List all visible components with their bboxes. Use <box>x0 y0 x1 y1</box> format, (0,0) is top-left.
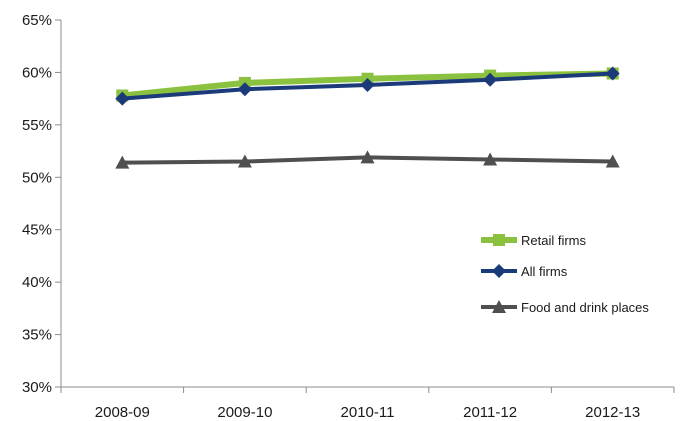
y-tick-label: 40% <box>22 274 52 291</box>
y-tick-label: 60% <box>22 64 52 81</box>
legend: Retail firms All firms Food and drink plac… <box>481 233 649 315</box>
y-tick-label: 45% <box>22 222 52 239</box>
x-tick-label: 2011-12 <box>463 404 517 421</box>
data-point <box>605 154 620 168</box>
legend-marker <box>492 264 506 278</box>
series-food-and-drink-places <box>115 150 620 169</box>
x-tick-label: 2008-09 <box>95 404 150 421</box>
axes <box>60 20 674 388</box>
y-tick-label: 35% <box>22 327 52 344</box>
x-tick-label: 2010-11 <box>341 404 395 421</box>
legend-marker <box>493 234 505 246</box>
y-axis-ticks: 30% 35% 40% 45% 50% 55% 60% 65% <box>22 12 61 396</box>
legend-label: Food and drink places <box>521 300 649 315</box>
series-group <box>115 66 620 169</box>
data-point <box>115 91 130 106</box>
data-point <box>605 66 620 81</box>
y-tick-label: 65% <box>22 12 52 29</box>
series-all-firms <box>115 66 620 106</box>
data-point <box>237 154 252 168</box>
x-tick-label: 2009-10 <box>217 404 272 421</box>
legend-label: Retail firms <box>521 233 587 248</box>
y-tick-label: 50% <box>22 169 52 186</box>
y-tick-label: 30% <box>22 379 52 396</box>
legend-item: Food and drink places <box>481 300 649 315</box>
data-point <box>483 152 498 166</box>
data-point <box>115 155 130 169</box>
data-point <box>360 78 375 93</box>
data-point <box>237 82 252 97</box>
legend-marker <box>492 300 506 313</box>
data-point <box>483 72 498 87</box>
x-axis-ticks: 2008-09 2009-10 2010-11 2011-12 2012-13 <box>60 387 675 421</box>
y-tick-label: 55% <box>22 117 52 134</box>
legend-label: All firms <box>521 264 568 279</box>
legend-item: Retail firms <box>481 233 587 248</box>
x-tick-label: 2012-13 <box>585 404 640 421</box>
data-point <box>360 150 375 164</box>
legend-item: All firms <box>481 264 568 279</box>
